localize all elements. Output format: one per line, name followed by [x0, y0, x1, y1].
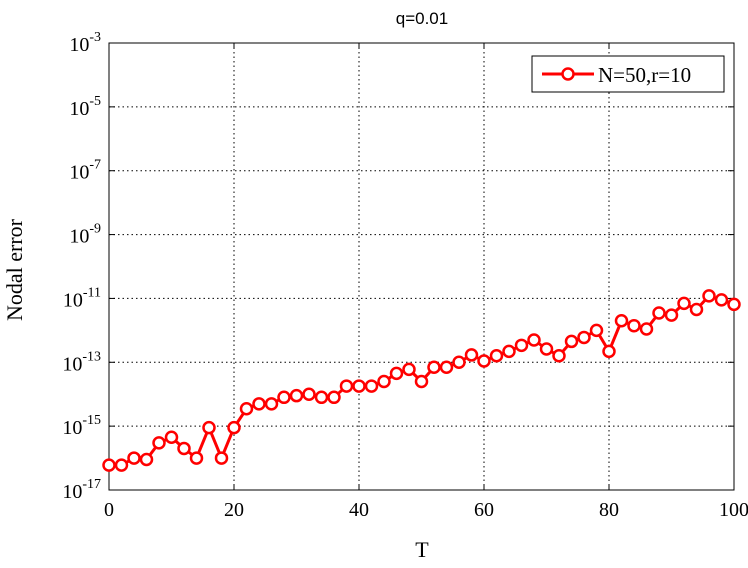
data-point — [352, 379, 366, 393]
data-point — [477, 354, 491, 368]
data-point — [577, 330, 591, 345]
data-point — [677, 296, 691, 311]
y-tick-label: 10-15 — [62, 413, 101, 439]
data-point — [302, 387, 316, 401]
data-point — [439, 360, 454, 374]
x-tick-label: 20 — [224, 499, 244, 521]
data-point — [614, 313, 629, 328]
data-point — [289, 388, 304, 403]
plot-frame — [108, 42, 735, 491]
data-point — [314, 390, 329, 405]
data-point — [377, 374, 391, 389]
x-tick-label: 60 — [474, 499, 494, 521]
y-axis-label: Nodal error — [2, 218, 27, 321]
legend-label: N=50,r=10 — [598, 63, 691, 87]
data-point — [589, 323, 604, 338]
y-tick-label: 10-7 — [69, 158, 101, 184]
data-point — [714, 293, 729, 307]
data-point — [139, 452, 154, 467]
data-point — [427, 360, 441, 374]
legend-marker-sample — [561, 67, 575, 81]
chart-title: q=0.01 — [396, 9, 448, 28]
y-tick-label: 10-11 — [63, 285, 101, 311]
y-tick-label: 10-3 — [69, 30, 101, 56]
data-point — [527, 333, 541, 347]
x-tick-label: 100 — [719, 499, 748, 521]
y-tick-label: 10-9 — [69, 222, 101, 248]
data-point — [227, 420, 241, 435]
data-point — [727, 297, 741, 312]
x-tick-label: 40 — [349, 499, 369, 521]
data-point — [264, 397, 279, 411]
data-point — [652, 306, 666, 320]
data-point — [539, 342, 554, 356]
data-point — [639, 322, 654, 336]
data-point — [152, 436, 166, 450]
data-point — [164, 430, 179, 444]
data-point — [202, 420, 216, 435]
x-axis-label: T — [415, 537, 429, 562]
data-point — [389, 366, 404, 381]
data-point — [177, 441, 191, 456]
tick-labels: 0 20 40 60 80 100 10-3 10-5 10-7 10-9 10-11 10-13 10… — [62, 30, 748, 521]
data-point — [464, 348, 479, 362]
data-point — [339, 379, 354, 393]
data-point — [252, 397, 266, 411]
axis-ticks — [108, 42, 735, 491]
series-group — [102, 289, 741, 472]
data-point — [414, 374, 429, 389]
data-point — [364, 379, 379, 393]
data-point — [102, 458, 116, 472]
data-point — [214, 451, 229, 465]
y-tick-label: 10-13 — [62, 349, 101, 375]
data-point — [702, 289, 716, 303]
data-point — [189, 451, 204, 465]
data-point — [327, 390, 341, 405]
data-point — [402, 362, 416, 377]
data-point — [689, 302, 704, 317]
data-point — [564, 334, 579, 349]
data-point — [552, 349, 566, 363]
legend: N=50,r=10 — [531, 55, 725, 93]
data-point — [602, 344, 616, 359]
data-point — [502, 344, 516, 359]
data-point — [277, 390, 291, 405]
data-point — [114, 458, 129, 472]
y-tick-label: 10-17 — [62, 477, 101, 503]
data-point — [452, 355, 466, 370]
data-point — [664, 308, 679, 322]
data-point — [239, 402, 254, 416]
y-tick-label: 10-5 — [69, 94, 101, 120]
data-point — [627, 318, 641, 333]
x-tick-label: 0 — [104, 499, 114, 521]
grid-lines — [109, 43, 734, 490]
data-point — [514, 338, 529, 353]
data-point — [489, 349, 504, 363]
data-point — [127, 451, 141, 465]
x-tick-label: 80 — [599, 499, 619, 521]
